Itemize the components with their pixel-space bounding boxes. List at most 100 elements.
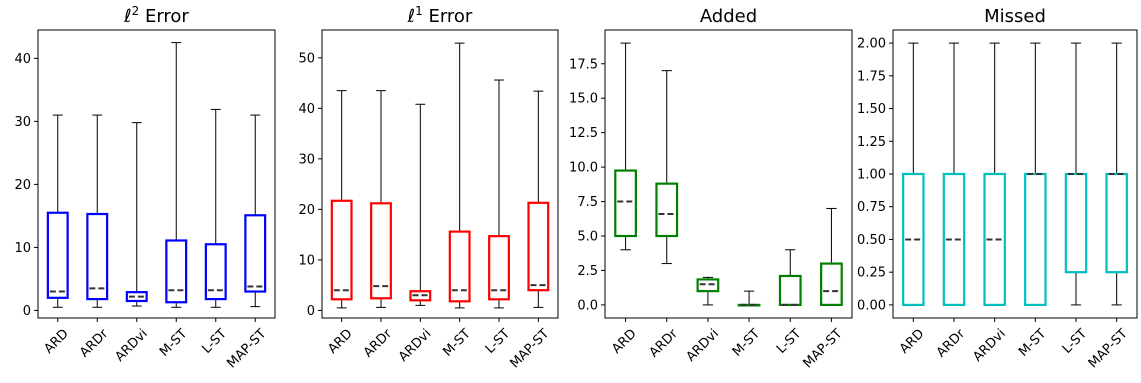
x-tick-label: ARDvi: [112, 326, 150, 364]
chart-panel-1: ℓ2 Error 0 10 20 30 40 ARD ARDr ARDvi M-ST L-STMAP…: [14, 4, 276, 371]
iqr-box: [204, 243, 227, 301]
x-tick-label: ARD: [609, 326, 639, 356]
x-tick-label: ARD: [897, 326, 927, 356]
iqr-box: [696, 278, 720, 293]
iqr-box: [488, 235, 510, 301]
y-tick-label: 1.00: [857, 168, 886, 183]
x-tick-label: ARDvi: [684, 326, 722, 364]
chart-panel-2: ℓ1 Error 0 10 20 30 40 50 ARD ARDr ARDvi M-ST L-STM…: [298, 4, 559, 371]
box-MAP-ST: MAP-ST: [1086, 42, 1131, 371]
box-M-ST: M-ST: [157, 42, 190, 360]
y-tick-label: 15.0: [569, 92, 598, 107]
box-ARDvi: ARDvi: [112, 122, 151, 365]
plot-frame: [321, 29, 559, 319]
y-tick-label: 30: [14, 115, 31, 130]
chart-panel-4: Missed 0.00 0.25 0.50 0.75 1.00 1.25 1.50 1.75 2.…: [857, 6, 1138, 371]
x-tick-label: ARD: [41, 326, 71, 356]
y-tick-label: 0: [307, 304, 315, 319]
iqr-box: [86, 212, 109, 301]
x-tick-label: ARDvi: [970, 326, 1008, 364]
y-tick-label: 20: [14, 178, 31, 193]
x-tick-label: M-ST: [1016, 326, 1049, 359]
iqr-box: [942, 172, 966, 307]
iqr-box: [1024, 172, 1047, 307]
chart-panel-3: Added 0.0 2.5 5.0 7.5 10.0 12.5 15.0 17.5 ARD ARDr…: [569, 6, 853, 371]
box-M-ST: M-ST: [1016, 42, 1049, 360]
y-tick-label: 0.25: [857, 266, 886, 281]
x-tick-label: MAP-ST: [224, 326, 269, 371]
box-ARDvi: ARDvi: [396, 103, 434, 365]
x-tick-label: L-ST: [1060, 326, 1090, 356]
box-L-ST: L-ST: [1060, 42, 1090, 357]
chart-title: Added: [700, 6, 757, 27]
iqr-box: [244, 214, 267, 293]
iqr-box: [165, 239, 188, 304]
iqr-box: [46, 211, 69, 299]
y-tick-label: 20: [298, 203, 315, 218]
plot-frame: [37, 29, 276, 319]
y-tick-label: 40: [14, 52, 31, 67]
iqr-box: [527, 201, 550, 292]
x-tick-label: ARD: [325, 326, 355, 356]
box-ARDr: ARDr: [361, 90, 396, 361]
x-tick-label: M-ST: [440, 326, 473, 359]
box-ARDvi: ARDvi: [684, 276, 722, 365]
iqr-box: [330, 199, 353, 301]
y-tick-label: 0.0: [577, 298, 598, 313]
iqr-box: [1064, 172, 1088, 274]
x-tick-label: MAP-ST: [507, 326, 552, 371]
x-tick-label: MAP-ST: [801, 326, 846, 371]
iqr-box: [448, 230, 471, 303]
iqr-box: [737, 303, 761, 307]
y-tick-label: 0.50: [857, 233, 886, 248]
iqr-box: [983, 172, 1006, 307]
x-tick-label: ARDvi: [396, 326, 434, 364]
box-ARDr: ARDr: [934, 42, 969, 361]
x-tick-label: L-ST: [199, 326, 229, 356]
iqr-box: [370, 202, 392, 300]
chart-title: ℓ1 Error: [407, 4, 473, 27]
x-tick-label: ARDr: [934, 326, 969, 361]
y-tick-label: 1.25: [857, 135, 886, 150]
x-tick-label: L-ST: [483, 326, 513, 356]
iqr-box: [125, 291, 148, 303]
y-tick-label: 2.5: [577, 264, 598, 279]
iqr-box: [820, 262, 843, 307]
x-tick-label: M-ST: [730, 326, 763, 359]
y-tick-label: 0.75: [857, 200, 886, 215]
chart-title: Missed: [984, 6, 1046, 27]
y-tick-label: 40: [298, 102, 315, 117]
box-L-ST: L-ST: [199, 108, 230, 357]
x-tick-label: ARDr: [361, 326, 396, 361]
iqr-box: [614, 169, 637, 238]
box-M-ST: M-ST: [730, 290, 763, 360]
iqr-box: [409, 290, 432, 302]
box-MAP-ST: MAP-ST: [801, 207, 846, 371]
box-ARDr: ARDr: [647, 70, 681, 361]
y-tick-label: 1.75: [857, 69, 886, 84]
box-L-ST: L-ST: [774, 249, 804, 357]
y-tick-label: 0.00: [857, 298, 886, 313]
iqr-box: [902, 172, 925, 307]
box-ARD: ARD: [609, 42, 640, 357]
box-MAP-ST: MAP-ST: [224, 114, 269, 371]
chart-title: ℓ2 Error: [123, 4, 189, 27]
y-tick-label: 10: [298, 253, 315, 268]
plot-frame: [604, 29, 853, 319]
y-tick-label: 17.5: [569, 57, 598, 72]
box-ARDvi: ARDvi: [970, 42, 1009, 365]
plot-frame: [892, 29, 1138, 319]
box-M-ST: M-ST: [440, 42, 474, 360]
x-tick-label: MAP-ST: [1086, 326, 1131, 371]
y-tick-label: 30: [298, 152, 315, 167]
y-tick-label: 10.0: [569, 161, 598, 176]
box-ARD: ARD: [325, 90, 356, 357]
y-tick-label: 50: [298, 51, 315, 66]
y-tick-label: 0: [23, 304, 31, 319]
y-tick-label: 1.50: [857, 102, 886, 117]
y-tick-label: 10: [14, 241, 31, 256]
box-ARD: ARD: [41, 114, 72, 357]
box-MAP-ST: MAP-ST: [507, 90, 552, 371]
y-tick-label: 2.00: [857, 37, 886, 52]
